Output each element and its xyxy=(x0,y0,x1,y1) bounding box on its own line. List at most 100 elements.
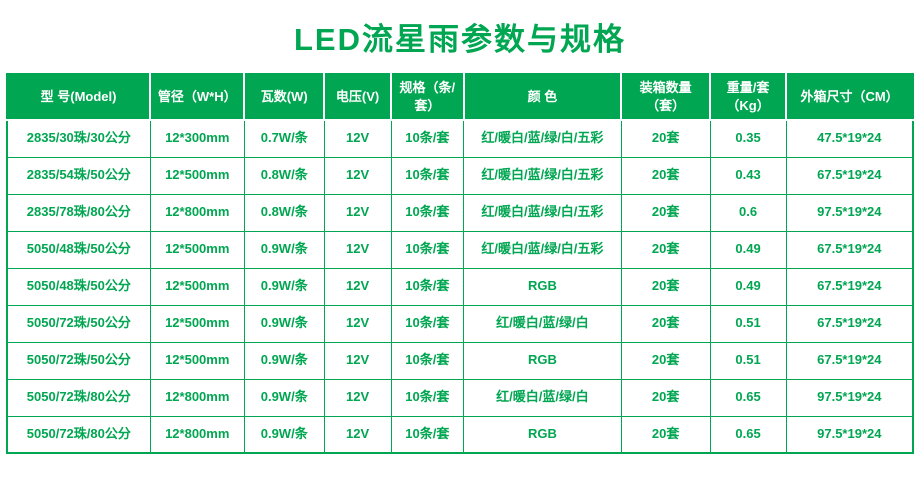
column-header-0: 型 号(Model) xyxy=(5,73,152,121)
cell: 红/暖白/蓝/绿/白 xyxy=(463,378,622,417)
cell: 12*500mm xyxy=(149,156,245,195)
cell: 10条/套 xyxy=(390,230,465,269)
cell: 10条/套 xyxy=(390,119,465,158)
cell: 97.5*19*24 xyxy=(785,378,914,417)
cell: 0.9W/条 xyxy=(243,378,325,417)
cell: 0.7W/条 xyxy=(243,119,325,158)
cell: 12V xyxy=(323,119,392,158)
cell: RGB xyxy=(463,267,622,306)
cell: 0.9W/条 xyxy=(243,230,325,269)
cell: 10条/套 xyxy=(390,341,465,380)
cell: 2835/78珠/80公分 xyxy=(6,193,151,232)
cell: 67.5*19*24 xyxy=(785,230,914,269)
cell: 47.5*19*24 xyxy=(785,119,914,158)
cell: 2835/54珠/50公分 xyxy=(6,156,151,195)
cell: 12V xyxy=(323,378,392,417)
cell: 2835/30珠/30公分 xyxy=(6,119,151,158)
cell: 67.5*19*24 xyxy=(785,156,914,195)
cell: 红/暖白/蓝/绿/白 xyxy=(463,304,622,343)
cell: 10条/套 xyxy=(390,378,465,417)
cell: 0.9W/条 xyxy=(243,267,325,306)
cell: 5050/72珠/80公分 xyxy=(6,415,151,454)
cell: 67.5*19*24 xyxy=(785,304,914,343)
cell: 12V xyxy=(323,304,392,343)
cell: 0.9W/条 xyxy=(243,415,325,454)
cell: 20套 xyxy=(620,267,711,306)
cell: 12*500mm xyxy=(149,304,245,343)
cell: RGB xyxy=(463,341,622,380)
cell: 0.35 xyxy=(709,119,787,158)
spec-table: 型 号(Model) 管径（W*H） 瓦数(W) 电压(V) 规格（条/套）颜 色装箱数… xyxy=(5,73,914,454)
cell: 10条/套 xyxy=(390,193,465,232)
cell: 5050/72珠/50公分 xyxy=(6,341,151,380)
cell: 红/暖白/蓝/绿/白/五彩 xyxy=(463,193,622,232)
cell: 12V xyxy=(323,415,392,454)
cell: 20套 xyxy=(620,119,711,158)
cell: 5050/72珠/50公分 xyxy=(6,304,151,343)
column-header-5: 颜 色 xyxy=(462,73,623,121)
table-header: 型 号(Model) 管径（W*H） 瓦数(W) 电压(V) 规格（条/套）颜 色装箱数… xyxy=(5,73,914,121)
cell: 红/暖白/蓝/绿/白/五彩 xyxy=(463,230,622,269)
column-header-3: 电压(V) xyxy=(323,73,393,121)
cell: 10条/套 xyxy=(390,304,465,343)
cell: 0.9W/条 xyxy=(243,341,325,380)
cell: 5050/48珠/50公分 xyxy=(6,267,151,306)
header-row: 型 号(Model) 管径（W*H） 瓦数(W) 电压(V) 规格（条/套）颜 色装箱数… xyxy=(5,73,914,121)
cell: 12*500mm xyxy=(149,267,245,306)
column-header-4: 规格（条/套） xyxy=(390,73,465,121)
table-row: 2835/78珠/80公分 12*800mm 0.8W/条 12V 10条/套 红/暖白/… xyxy=(6,193,914,232)
cell: 20套 xyxy=(620,304,711,343)
cell: 12*800mm xyxy=(149,193,245,232)
cell: RGB xyxy=(463,415,622,454)
cell: 10条/套 xyxy=(390,267,465,306)
cell: 12V xyxy=(323,156,392,195)
column-header-7: 重量/套（Kg） xyxy=(708,73,788,121)
cell: 97.5*19*24 xyxy=(785,193,914,232)
cell: 12V xyxy=(323,230,392,269)
cell: 0.49 xyxy=(709,267,787,306)
cell: 12*800mm xyxy=(149,378,245,417)
column-header-2: 瓦数(W) xyxy=(243,73,326,121)
table-row: 5050/72珠/80公分 12*800mm 0.9W/条 12V 10条/套 RGB 20… xyxy=(6,415,914,454)
cell: 20套 xyxy=(620,378,711,417)
cell: 0.65 xyxy=(709,378,787,417)
cell: 5050/72珠/80公分 xyxy=(6,378,151,417)
cell: 12*500mm xyxy=(149,230,245,269)
column-header-1: 管径（W*H） xyxy=(149,73,246,121)
cell: 67.5*19*24 xyxy=(785,341,914,380)
table-body: 2835/30珠/30公分 12*300mm 0.7W/条 12V 10条/套 红/暖白/… xyxy=(6,119,914,454)
column-header-8: 外箱尺寸（CM） xyxy=(785,73,914,121)
cell: 20套 xyxy=(620,415,711,454)
cell: 20套 xyxy=(620,230,711,269)
table-row: 2835/54珠/50公分 12*500mm 0.8W/条 12V 10条/套 红/暖白/… xyxy=(6,156,914,195)
cell: 10条/套 xyxy=(390,156,465,195)
cell: 12V xyxy=(323,193,392,232)
cell: 20套 xyxy=(620,156,711,195)
table-row: 5050/72珠/50公分 12*500mm 0.9W/条 12V 10条/套 红/暖白/… xyxy=(6,304,914,343)
cell: 5050/48珠/50公分 xyxy=(6,230,151,269)
cell: 12V xyxy=(323,341,392,380)
cell: 67.5*19*24 xyxy=(785,267,914,306)
cell: 0.43 xyxy=(709,156,787,195)
page-title: LED流星雨参数与规格 xyxy=(294,22,626,57)
cell: 0.51 xyxy=(709,304,787,343)
cell: 0.49 xyxy=(709,230,787,269)
table-row: 2835/30珠/30公分 12*300mm 0.7W/条 12V 10条/套 红/暖白/… xyxy=(6,119,914,158)
cell: 0.8W/条 xyxy=(243,156,325,195)
cell: 0.65 xyxy=(709,415,787,454)
table-row: 5050/48珠/50公分 12*500mm 0.9W/条 12V 10条/套 RGB 20… xyxy=(6,267,914,306)
cell: 20套 xyxy=(620,341,711,380)
table-row: 5050/72珠/80公分 12*800mm 0.9W/条 12V 10条/套 红/暖白/… xyxy=(6,378,914,417)
cell: 红/暖白/蓝/绿/白/五彩 xyxy=(463,119,622,158)
cell: 12*500mm xyxy=(149,341,245,380)
cell: 12V xyxy=(323,267,392,306)
cell: 0.9W/条 xyxy=(243,304,325,343)
cell: 12*800mm xyxy=(149,415,245,454)
cell: 12*300mm xyxy=(149,119,245,158)
cell: 0.8W/条 xyxy=(243,193,325,232)
cell: 红/暖白/蓝/绿/白/五彩 xyxy=(463,156,622,195)
table-row: 5050/72珠/50公分 12*500mm 0.9W/条 12V 10条/套 RGB 20… xyxy=(6,341,914,380)
cell: 0.51 xyxy=(709,341,787,380)
cell: 20套 xyxy=(620,193,711,232)
